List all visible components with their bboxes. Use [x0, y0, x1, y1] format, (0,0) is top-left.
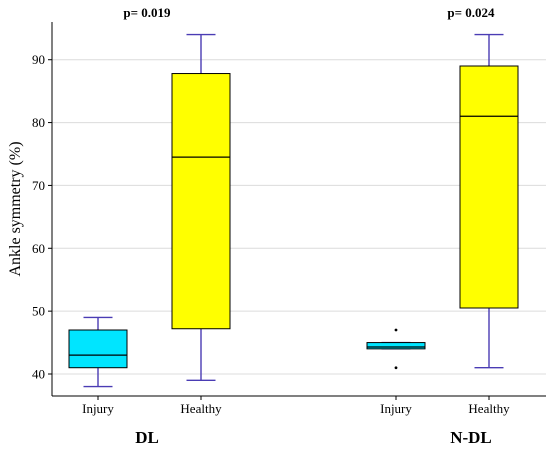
x-tick-label: Injury	[82, 401, 114, 416]
y-tick-label: 90	[32, 52, 45, 67]
y-axis-label: Ankle symmetry (%)	[7, 141, 24, 276]
y-tick-label: 40	[32, 367, 45, 382]
box	[68, 329, 128, 369]
y-tick-label: 70	[32, 178, 45, 193]
y-tick-label: 50	[32, 304, 45, 319]
outlier-point	[394, 366, 398, 370]
box	[459, 65, 519, 309]
p-value-label: p= 0.019	[123, 5, 171, 20]
x-tick-label: Healthy	[468, 401, 510, 416]
p-value-label: p= 0.024	[447, 5, 495, 20]
outlier-point	[394, 328, 398, 332]
box	[366, 342, 426, 350]
panel-label: DL	[135, 428, 159, 447]
y-tick-label: 60	[32, 241, 45, 256]
x-tick-label: Healthy	[180, 401, 222, 416]
box	[171, 73, 231, 330]
y-tick-label: 80	[32, 115, 45, 130]
panel-label: N-DL	[450, 428, 492, 447]
x-tick-label: Injury	[380, 401, 412, 416]
